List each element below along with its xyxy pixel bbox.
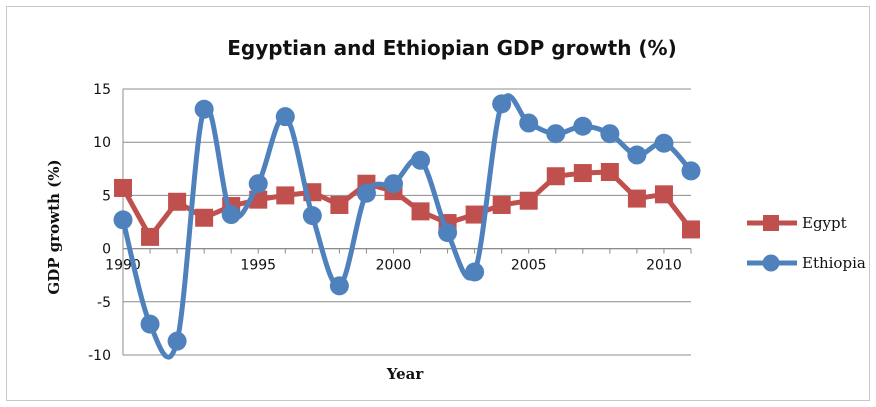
y-tick-label: 15 xyxy=(93,82,111,98)
legend-label-egypt: Egypt xyxy=(802,214,847,232)
point-egypt xyxy=(276,186,295,205)
point-ethiopia xyxy=(140,314,160,334)
chart-title: Egyptian and Ethiopian GDP growth (%) xyxy=(227,36,677,60)
point-egypt xyxy=(519,191,538,210)
point-egypt xyxy=(600,162,619,181)
point-ethiopia xyxy=(275,107,295,127)
x-axis-title: Year xyxy=(386,365,425,383)
x-tick-label: 2005 xyxy=(511,258,547,274)
y-tick-label: -10 xyxy=(88,348,111,364)
point-ethiopia xyxy=(546,124,566,144)
point-ethiopia xyxy=(248,174,268,194)
point-ethiopia xyxy=(356,183,376,203)
point-egypt xyxy=(411,202,430,221)
point-ethiopia xyxy=(654,133,674,153)
point-ethiopia xyxy=(167,331,187,351)
point-ethiopia xyxy=(600,124,620,144)
point-ethiopia xyxy=(194,99,214,119)
point-egypt xyxy=(546,167,565,186)
y-tick-label: 5 xyxy=(102,188,111,204)
legend-item-egypt: Egypt xyxy=(747,214,847,232)
point-ethiopia xyxy=(302,206,322,226)
x-tick-labels: 1990 1995 2000 2005 2010 xyxy=(105,258,682,274)
line-egypt xyxy=(120,169,693,240)
point-ethiopia xyxy=(492,94,512,114)
point-ethiopia xyxy=(627,145,647,165)
x-tick-label: 2000 xyxy=(376,258,412,274)
point-egypt xyxy=(330,195,349,214)
legend-marker-ethiopia xyxy=(762,254,780,272)
y-tick-label: -5 xyxy=(97,295,111,311)
point-egypt xyxy=(654,185,673,204)
series xyxy=(113,93,701,360)
series-egypt xyxy=(114,162,700,246)
series-ethiopia xyxy=(113,93,701,360)
x-tick-label: 1995 xyxy=(240,258,276,274)
point-egypt xyxy=(492,195,511,214)
legend-item-ethiopia: Ethiopia xyxy=(747,254,866,272)
point-egypt xyxy=(114,178,132,197)
point-ethiopia xyxy=(573,116,593,136)
point-ethiopia xyxy=(438,223,458,243)
point-ethiopia xyxy=(329,276,349,296)
y-tick-label: 0 xyxy=(102,242,111,258)
point-egypt xyxy=(682,220,700,239)
point-egypt xyxy=(195,208,214,227)
point-ethiopia xyxy=(519,113,539,133)
x-tick-label: 2010 xyxy=(646,258,682,274)
chart-frame: Egyptian and Ethiopian GDP growth (%) -1… xyxy=(6,6,870,401)
legend-label-ethiopia: Ethiopia xyxy=(802,254,866,272)
point-ethiopia xyxy=(383,174,403,194)
legend: Egypt Ethiopia xyxy=(747,214,866,272)
point-egypt xyxy=(573,164,592,183)
point-ethiopia xyxy=(411,150,431,170)
point-ethiopia xyxy=(681,161,701,181)
gdp-growth-chart: Egyptian and Ethiopian GDP growth (%) -1… xyxy=(45,36,866,383)
point-egypt xyxy=(465,205,484,224)
legend-marker-egypt xyxy=(763,215,779,231)
point-ethiopia xyxy=(113,210,133,230)
point-egypt xyxy=(627,189,646,208)
point-egypt xyxy=(141,227,160,246)
point-ethiopia xyxy=(465,262,485,282)
y-axis-title: GDP growth (%) xyxy=(45,159,63,294)
point-ethiopia xyxy=(221,205,241,225)
y-tick-label: 10 xyxy=(93,135,111,151)
y-tick-labels: -10 -5 0 5 10 15 xyxy=(88,82,111,364)
point-egypt xyxy=(168,192,187,211)
